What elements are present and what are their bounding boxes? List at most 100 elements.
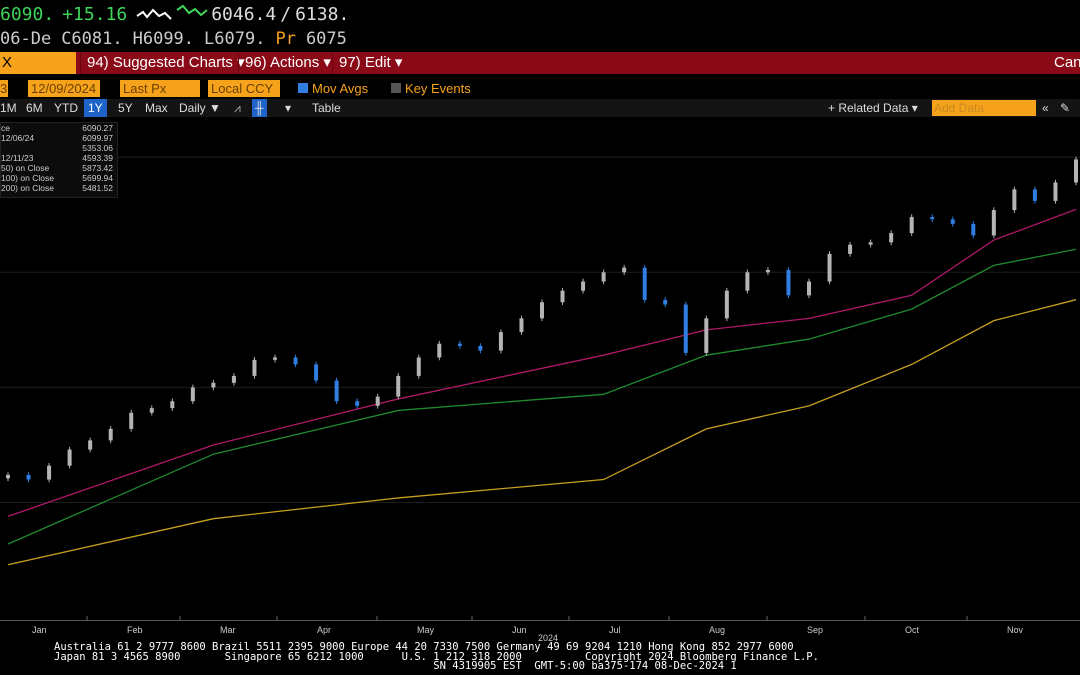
candle bbox=[67, 449, 72, 466]
range-low: 6046.4 bbox=[211, 4, 277, 25]
range-max[interactable]: Max bbox=[145, 101, 168, 115]
ohlc-line: 06-De C6081. H6099. L6079. Pr 6075 bbox=[0, 29, 357, 51]
candle bbox=[765, 269, 770, 273]
candle bbox=[26, 474, 31, 480]
candle bbox=[848, 244, 853, 254]
field-selector[interactable]: Last Px bbox=[120, 80, 200, 97]
legend-row: 12/06/24 6099.97 bbox=[1, 133, 117, 143]
x-tick-label: May bbox=[417, 625, 435, 635]
candle bbox=[827, 253, 832, 282]
candle bbox=[211, 382, 216, 388]
legend-label: 100) on Close bbox=[1, 173, 54, 183]
candle bbox=[375, 396, 380, 406]
candle bbox=[314, 364, 319, 381]
pencil-icon[interactable]: ✎ bbox=[1060, 101, 1071, 115]
collapse-icon[interactable]: « bbox=[1042, 101, 1049, 115]
footer: Australia 61 2 9777 8600 Brazil 5511 239… bbox=[54, 642, 819, 672]
range-ytd[interactable]: YTD bbox=[54, 101, 78, 115]
candle bbox=[334, 380, 339, 402]
cancel-button[interactable]: Can bbox=[1054, 54, 1080, 71]
prev-label: Pr bbox=[275, 29, 296, 49]
legend-label: 50) on Close bbox=[1, 163, 50, 173]
candle bbox=[807, 281, 811, 296]
currency-selector[interactable]: Local CCY bbox=[208, 80, 280, 97]
x-tick-label: Feb bbox=[127, 625, 143, 635]
range-1y[interactable]: 1Y bbox=[84, 99, 107, 117]
x-tick-label: Aug bbox=[709, 625, 726, 635]
candle bbox=[437, 343, 442, 358]
candle bbox=[889, 233, 894, 243]
line-chart-icon[interactable]: ⩘ bbox=[234, 101, 241, 115]
candle bbox=[231, 375, 236, 383]
chart-toolbar: 3 12/09/2024 Last Px Local CCY Mov Avgs … bbox=[0, 80, 1080, 98]
candle bbox=[396, 375, 401, 397]
legend-row: 5353.06 bbox=[1, 143, 117, 153]
x-tick-label: Sep bbox=[807, 625, 824, 635]
x-tick-label: Jan bbox=[32, 625, 47, 635]
legend-row: ce 6090.27 bbox=[1, 123, 117, 133]
sparkline-icon bbox=[136, 4, 208, 20]
candle bbox=[1074, 159, 1078, 183]
legend-row: 12/11/23 4593.39 bbox=[1, 153, 117, 163]
legend-label: 12/11/23 bbox=[1, 153, 34, 163]
candle bbox=[868, 242, 873, 245]
candle bbox=[950, 219, 955, 224]
footer-line-2: Japan 81 3 4565 8900 Singapore 65 6212 1… bbox=[54, 650, 819, 663]
candle bbox=[149, 408, 154, 413]
legend-value: 5481.52 bbox=[82, 183, 113, 193]
mov-avgs-label: Mov Avgs bbox=[312, 81, 369, 96]
actions-menu[interactable]: 96) Actions ▾ bbox=[238, 52, 337, 74]
edit-menu[interactable]: 97) Edit ▾ bbox=[332, 52, 408, 74]
candle bbox=[252, 359, 257, 376]
end-date-field[interactable]: 12/09/2024 bbox=[28, 80, 100, 97]
candle bbox=[498, 332, 503, 351]
candle bbox=[930, 217, 935, 220]
range-6m[interactable]: 6M bbox=[26, 101, 43, 115]
candle bbox=[129, 412, 134, 429]
range-1m[interactable]: 1M bbox=[0, 101, 17, 115]
candle bbox=[745, 272, 750, 291]
candle bbox=[519, 318, 524, 333]
candle bbox=[416, 357, 421, 376]
x-tick-label: Jun bbox=[512, 625, 527, 635]
price-chart[interactable] bbox=[0, 118, 1080, 620]
candle bbox=[581, 281, 586, 291]
legend-row: 100) on Close 5699.94 bbox=[1, 173, 117, 183]
legend-value: 4593.39 bbox=[82, 153, 113, 163]
suggested-charts-menu[interactable]: 94) Suggested Charts ▾ bbox=[80, 52, 251, 74]
candle bbox=[1012, 189, 1017, 211]
legend-value: 6099.97 bbox=[82, 133, 113, 143]
chart-legend: ce 6090.27 12/06/24 6099.97 5353.06 12/11/23 4… bbox=[0, 122, 118, 198]
legend-value: 5873.42 bbox=[82, 163, 113, 173]
mov-avgs-checkbox[interactable] bbox=[298, 83, 308, 93]
x-tick-label: Oct bbox=[905, 625, 920, 635]
year-label: 2024 bbox=[538, 633, 559, 643]
frequency-selector[interactable]: Daily ▼ bbox=[179, 101, 221, 115]
menu-bar: X 94) Suggested Charts ▾ 96) Actions ▾ 9… bbox=[0, 52, 1080, 74]
table-button[interactable]: Table bbox=[312, 101, 341, 115]
candle bbox=[355, 401, 360, 406]
key-events-checkbox[interactable] bbox=[391, 83, 401, 93]
candle bbox=[540, 302, 544, 319]
x-tick-label: Mar bbox=[220, 625, 236, 635]
ticker-field[interactable]: X bbox=[0, 52, 76, 74]
range-5y[interactable]: 5Y bbox=[118, 101, 133, 115]
quote-date: 06-De bbox=[0, 29, 52, 49]
candle bbox=[1053, 182, 1058, 201]
candle bbox=[293, 357, 298, 365]
chart-type-dropdown-icon[interactable]: ▾ bbox=[285, 101, 292, 115]
legend-label: 12/06/24 bbox=[1, 133, 35, 143]
candle bbox=[724, 290, 729, 319]
price-change: +15.16 bbox=[62, 4, 128, 25]
moving-average-200 bbox=[7, 299, 1077, 566]
start-date-field[interactable]: 3 bbox=[0, 80, 8, 97]
related-data-menu[interactable]: + Related Data ▾ bbox=[828, 101, 918, 115]
candle bbox=[88, 440, 93, 450]
candle bbox=[1032, 189, 1037, 201]
candle bbox=[704, 318, 709, 353]
candle bbox=[273, 357, 277, 360]
candle bbox=[108, 428, 113, 441]
candle-chart-icon[interactable]: ╫ bbox=[252, 99, 267, 117]
add-data-input[interactable]: Add Data bbox=[932, 100, 1036, 116]
candle bbox=[909, 217, 914, 234]
